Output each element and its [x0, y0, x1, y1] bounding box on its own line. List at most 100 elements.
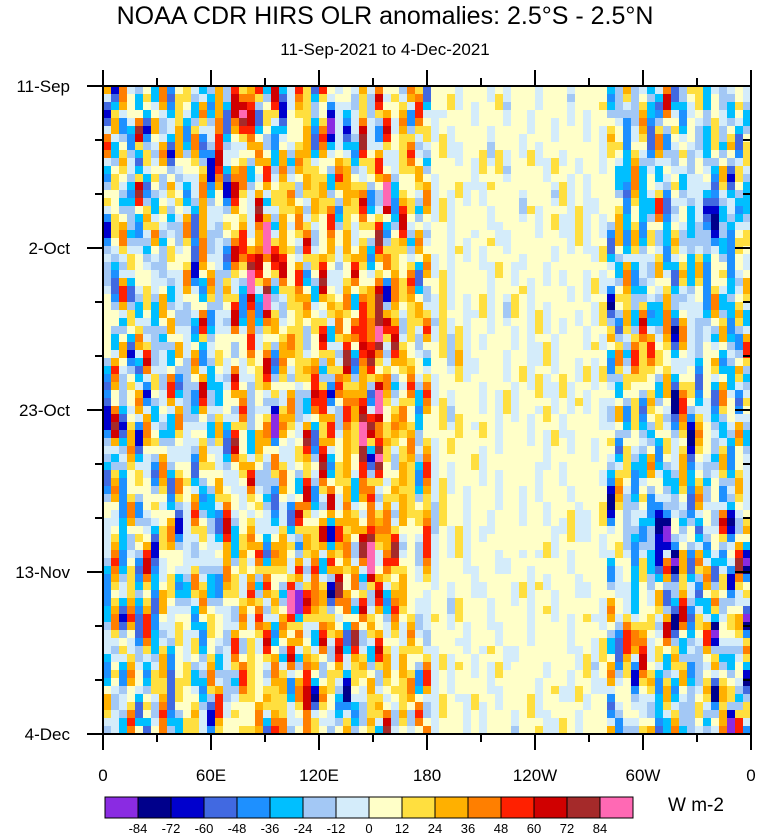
heatmap-cell [743, 566, 752, 575]
heatmap-cell [663, 294, 672, 303]
heatmap-cell [367, 486, 376, 495]
heatmap-cell [687, 190, 696, 199]
heatmap-cell [383, 102, 392, 111]
heatmap-cell [407, 558, 416, 567]
heatmap-cell [199, 166, 208, 175]
heatmap-cell [199, 510, 208, 519]
heatmap-cell [207, 262, 216, 271]
heatmap-cell [287, 406, 296, 415]
heatmap-cell [375, 326, 384, 335]
heatmap-cell [543, 326, 552, 335]
heatmap-cell [615, 150, 624, 159]
heatmap-cell [295, 526, 304, 535]
heatmap-cell [615, 262, 624, 271]
heatmap-cell [199, 86, 208, 95]
heatmap-cell [487, 102, 496, 111]
heatmap-cell [623, 366, 632, 375]
heatmap-cell [743, 390, 752, 399]
heatmap-cell [327, 150, 336, 159]
heatmap-cell [415, 470, 424, 479]
heatmap-cell [671, 150, 680, 159]
heatmap-cell [679, 118, 688, 127]
heatmap-cell [479, 358, 488, 367]
heatmap-cell [559, 102, 568, 111]
heatmap-cell [335, 390, 344, 399]
heatmap-cell [471, 382, 480, 391]
heatmap-cell [279, 102, 288, 111]
heatmap-cell [151, 558, 160, 567]
heatmap-cell [439, 342, 448, 351]
heatmap-cell [335, 558, 344, 567]
heatmap-cell [711, 142, 720, 151]
heatmap-cell [607, 334, 616, 343]
heatmap-cell [343, 542, 352, 551]
heatmap-cell [727, 278, 736, 287]
heatmap-cell [383, 446, 392, 455]
heatmap-cell [463, 222, 472, 231]
heatmap-cell [111, 326, 120, 335]
heatmap-cell [455, 422, 464, 431]
heatmap-cell [343, 86, 352, 95]
heatmap-cell [695, 86, 704, 95]
heatmap-cell [423, 126, 432, 135]
heatmap-cell [543, 342, 552, 351]
heatmap-cell [455, 558, 464, 567]
heatmap-cell [407, 166, 416, 175]
heatmap-cell [175, 174, 184, 183]
heatmap-cell [367, 350, 376, 359]
heatmap-cell [343, 246, 352, 255]
heatmap-cell [167, 86, 176, 95]
heatmap-cell [295, 270, 304, 279]
heatmap-cell [415, 486, 424, 495]
heatmap-cell [591, 542, 600, 551]
heatmap-cell [263, 510, 272, 519]
heatmap-cell [391, 158, 400, 167]
heatmap-cell [511, 118, 520, 127]
heatmap-cell [199, 390, 208, 399]
heatmap-cell [711, 198, 720, 207]
heatmap-cell [543, 566, 552, 575]
heatmap-cell [271, 166, 280, 175]
heatmap-cell [367, 534, 376, 543]
heatmap-cell [191, 414, 200, 423]
heatmap-cell [111, 262, 120, 271]
heatmap-cell [687, 414, 696, 423]
heatmap-cell [527, 302, 536, 311]
heatmap-cell [727, 246, 736, 255]
heatmap-cell [495, 462, 504, 471]
heatmap-cell [231, 294, 240, 303]
heatmap-cell [487, 486, 496, 495]
heatmap-cell [215, 494, 224, 503]
heatmap-cell [279, 334, 288, 343]
heatmap-cell [519, 438, 528, 447]
heatmap-cell [367, 518, 376, 527]
heatmap-cell [375, 494, 384, 503]
heatmap-cell [519, 446, 528, 455]
heatmap-cell [415, 222, 424, 231]
heatmap-cell [719, 230, 728, 239]
heatmap-cell [647, 222, 656, 231]
heatmap-cell [295, 470, 304, 479]
heatmap-cell [615, 518, 624, 527]
heatmap-cell [647, 510, 656, 519]
heatmap-cell [695, 110, 704, 119]
heatmap-cell [735, 414, 744, 423]
heatmap-cell [583, 462, 592, 471]
heatmap-cell [319, 214, 328, 223]
heatmap-cell [415, 150, 424, 159]
heatmap-cell [615, 302, 624, 311]
heatmap-cell [519, 174, 528, 183]
heatmap-cell [127, 390, 136, 399]
heatmap-cell [215, 430, 224, 439]
heatmap-cell [703, 422, 712, 431]
heatmap-cell [415, 358, 424, 367]
heatmap-cell [519, 526, 528, 535]
heatmap-cell [663, 430, 672, 439]
heatmap-cell [559, 270, 568, 279]
heatmap-cell [615, 534, 624, 543]
heatmap-cell [575, 486, 584, 495]
heatmap-cell [631, 238, 640, 247]
heatmap-cell [575, 454, 584, 463]
heatmap-cell [415, 462, 424, 471]
heatmap-cell [343, 270, 352, 279]
